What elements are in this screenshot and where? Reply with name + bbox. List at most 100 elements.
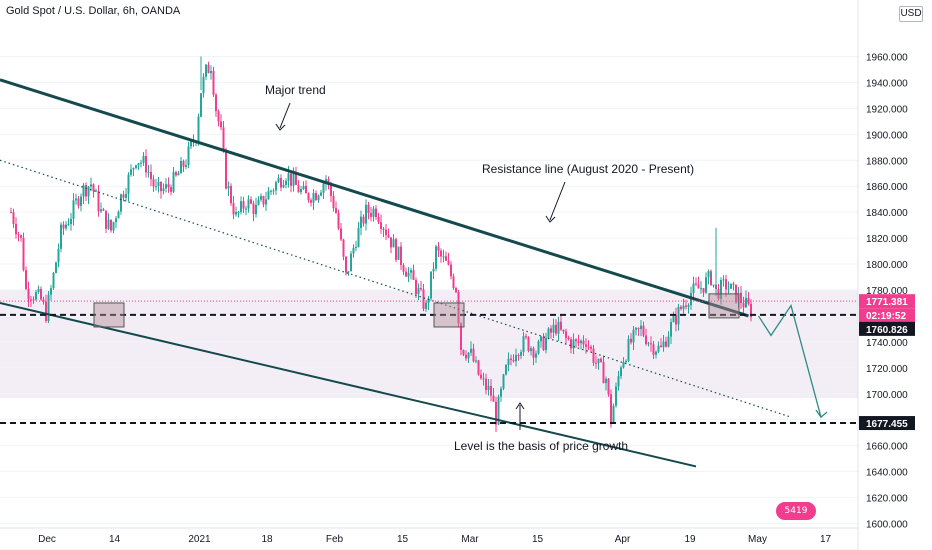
candle-up: [662, 341, 665, 348]
candle-down: [330, 183, 332, 196]
time-tick-label: May: [748, 534, 767, 545]
candle-down: [512, 359, 515, 362]
candle-down: [15, 223, 17, 235]
candle-up: [677, 306, 680, 325]
candle-down: [242, 201, 245, 209]
candle-up: [180, 160, 182, 174]
candle-down: [565, 331, 567, 338]
candle-down: [97, 190, 100, 212]
candle-down: [32, 299, 35, 301]
candle-down: [582, 340, 585, 345]
price-axis-bg: [858, 0, 932, 550]
candle-down: [345, 256, 347, 273]
candle-up: [95, 190, 97, 192]
candle-down: [590, 346, 592, 349]
candle-up: [682, 305, 685, 309]
candle-down: [445, 256, 447, 261]
candle-up: [635, 327, 637, 330]
candle-down: [637, 327, 640, 330]
candle-up: [237, 211, 240, 213]
price-tick-label: 1960.000: [866, 52, 908, 63]
candle-up: [302, 185, 305, 190]
candle-down: [447, 260, 450, 265]
candle-down: [395, 239, 397, 260]
time-tick-label: Mar: [461, 534, 479, 545]
candle-up: [505, 364, 507, 375]
candle-up: [365, 204, 367, 224]
candle-down: [170, 187, 172, 192]
candle-up: [240, 201, 242, 212]
price-axis[interactable]: 1600.0001620.0001640.0001660.0001680.000…: [857, 0, 932, 550]
chart-title: Gold Spot / U.S. Dollar, 6h, OANDA: [6, 5, 181, 17]
candle-down: [152, 179, 155, 187]
candle-down: [230, 186, 232, 204]
candle-down: [380, 222, 382, 229]
candle-up: [580, 340, 582, 344]
candle-down: [105, 210, 107, 229]
current-price-badge: 1771.381: [866, 297, 908, 308]
candle-down: [332, 195, 335, 209]
candle-down: [390, 237, 392, 248]
candle-up: [627, 338, 630, 361]
candle-up: [397, 246, 400, 260]
candle-down: [652, 344, 655, 355]
candle-up: [117, 211, 120, 219]
candle-up: [112, 222, 115, 231]
candle-up: [692, 283, 695, 293]
candle-down: [335, 208, 337, 213]
price-tick-label: 1600.000: [866, 520, 908, 531]
candle-up: [37, 288, 40, 293]
candle-up: [287, 173, 290, 181]
candle-down: [650, 343, 652, 345]
candle-down: [600, 358, 602, 362]
candle-up: [162, 188, 165, 192]
candle-up: [522, 336, 525, 353]
candle-down: [20, 235, 22, 238]
candle-up: [672, 314, 675, 323]
time-axis[interactable]: Dec 14 2021 18 Feb 15 Mar 15 Apr 19 May 17: [0, 527, 858, 545]
candle-up: [132, 167, 135, 170]
candle-up: [72, 200, 75, 219]
candle-up: [190, 141, 192, 147]
candle-down: [405, 271, 407, 277]
candle-down: [550, 328, 552, 333]
candle-up: [125, 193, 127, 198]
candle-down: [525, 336, 527, 338]
currency-button[interactable]: USD: [899, 6, 923, 22]
candle-down: [297, 184, 300, 193]
candle-up: [352, 247, 355, 254]
candle-up: [55, 262, 57, 273]
candle-up: [670, 322, 672, 337]
candle-up: [372, 208, 375, 217]
candle-down: [150, 171, 152, 180]
candle-up: [267, 191, 270, 200]
candle-up: [65, 224, 67, 229]
candle-up: [320, 192, 322, 196]
candle-up: [640, 325, 642, 330]
mid-channel-line: [0, 159, 792, 418]
candle-down: [675, 314, 677, 325]
candle-up: [502, 374, 505, 389]
candle-down: [750, 303, 752, 318]
candle-down: [680, 306, 682, 309]
candle-up: [265, 199, 267, 205]
price-tick-label: 1620.000: [866, 494, 908, 505]
candle-down: [697, 284, 700, 289]
author-logo: 5419: [776, 502, 816, 520]
candle-down: [490, 385, 492, 396]
time-tick-label: 15: [397, 534, 409, 545]
candle-down: [85, 185, 87, 197]
candle-up: [360, 216, 362, 228]
price-tick-label: 1640.000: [866, 468, 908, 479]
candle-down: [232, 203, 235, 215]
annotation-arrow: [279, 102, 291, 129]
candle-up: [87, 186, 90, 197]
price-tick-label: 1700.000: [866, 390, 908, 401]
highlight-box: [708, 293, 740, 319]
candle-up: [667, 336, 670, 347]
candle-up: [500, 388, 502, 397]
candle-up: [410, 270, 412, 273]
candle-down: [630, 338, 632, 343]
